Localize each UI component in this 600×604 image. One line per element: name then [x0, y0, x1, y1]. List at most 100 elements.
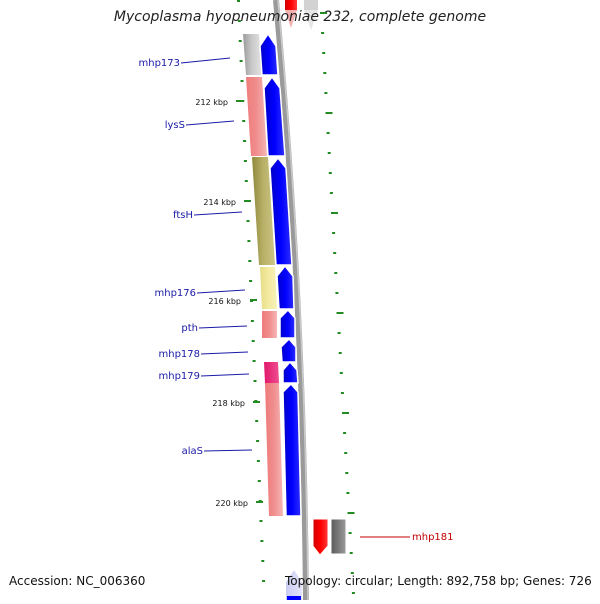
cds-arrow-mhp176	[276, 264, 295, 310]
minor-tick	[248, 260, 252, 262]
minor-tick	[241, 100, 245, 102]
minor-tick	[324, 92, 328, 94]
kbp-label-214: 214 kbp	[203, 198, 236, 207]
kbp-label-218: 218 kbp	[212, 399, 245, 408]
minor-tick	[237, 20, 241, 22]
minor-tick	[244, 180, 248, 182]
minor-tick	[247, 240, 251, 242]
minor-tick	[343, 432, 347, 434]
minor-tick	[242, 120, 246, 122]
leader-lysS	[185, 120, 235, 126]
minor-ticks	[237, 0, 355, 594]
leader-mhp178	[200, 351, 249, 355]
leader-mhp176	[196, 289, 246, 294]
gene-label-alaS: alaS	[182, 446, 203, 457]
cds-arrow-mhp178	[280, 337, 297, 363]
minor-tick	[262, 580, 266, 582]
minor-tick	[260, 540, 264, 542]
minor-tick	[254, 400, 258, 402]
top-partial-grey-arrowhead	[304, 10, 318, 30]
minor-tick	[349, 552, 353, 554]
minor-tick	[259, 520, 263, 522]
kbp-label-212: 212 kbp	[195, 98, 228, 107]
minor-tick	[238, 40, 242, 42]
major-tick-216	[250, 299, 257, 301]
major-tick	[320, 12, 327, 14]
kbp-label-216: 216 kbp	[208, 297, 241, 306]
minor-tick	[261, 560, 265, 562]
genome-summary-text: Topology: circular; Length: 892,758 bp; …	[285, 574, 592, 588]
major-tick	[336, 312, 344, 314]
leader-pth	[198, 325, 248, 329]
gene-label-mhp176: mhp176	[154, 288, 196, 299]
cds-arrow-mhp181	[312, 518, 329, 556]
top-partial-red-cds	[285, 0, 297, 10]
bottom-partial-cds	[286, 570, 302, 600]
cds-arrow-pth	[279, 308, 296, 339]
leader-alaS	[203, 449, 253, 452]
minor-tick	[253, 380, 257, 382]
minor-tick	[240, 80, 244, 82]
minor-tick	[332, 232, 336, 234]
genome-backbone-highlight	[277, 0, 309, 601]
gene-label-mhp179: mhp179	[158, 371, 200, 382]
feature-alaS-cog	[265, 383, 283, 516]
leader-ftsH	[193, 211, 243, 216]
cds-arrow-mhp179	[282, 360, 299, 384]
top-partial-grey-cds	[304, 0, 318, 10]
minor-tick	[345, 472, 349, 474]
gene-label-lysS: lysS	[165, 120, 185, 131]
minor-tick	[339, 372, 343, 374]
minor-tick	[243, 160, 247, 162]
minor-tick	[321, 32, 325, 34]
major-tick	[331, 212, 338, 214]
minor-tick	[337, 332, 341, 334]
gene-label-ftsH: ftsH	[173, 210, 193, 221]
minor-tick	[335, 292, 339, 294]
minor-tick	[333, 252, 337, 254]
gene-label-mhp178: mhp178	[158, 349, 200, 360]
minor-tick	[243, 140, 247, 142]
gene-label-mhp173: mhp173	[138, 58, 180, 69]
major-tick	[342, 412, 349, 414]
minor-tick	[250, 300, 253, 302]
minor-tick	[344, 452, 348, 454]
minor-tick	[334, 272, 338, 274]
minor-tick	[245, 200, 249, 202]
minor-tick	[348, 532, 352, 534]
minor-tick	[246, 220, 250, 222]
cds-arrow-mhp173	[259, 32, 279, 76]
accession-text: Accession: NC_006360	[9, 574, 146, 588]
minor-tick	[328, 172, 332, 174]
genome-backbone	[273, 0, 309, 601]
minor-tick	[249, 280, 253, 282]
minor-tick	[322, 52, 326, 54]
minor-tick	[326, 132, 330, 134]
gene-label-mhp181: mhp181	[412, 532, 454, 543]
minor-tick	[257, 480, 261, 482]
minor-tick	[237, 0, 240, 2]
feature-ftsH-cog	[252, 157, 275, 265]
feature-mhp179-cog	[264, 362, 279, 383]
feature-mhp173-cog	[243, 34, 262, 75]
minor-tick	[239, 60, 243, 62]
feature-pth-cog	[262, 311, 277, 338]
major-tick	[347, 512, 355, 514]
gene-label-pth: pth	[181, 323, 198, 334]
minor-tick	[351, 592, 355, 594]
minor-tick	[340, 392, 344, 394]
leader-mhp179	[200, 373, 250, 377]
feature-mhp181-cog	[330, 518, 347, 555]
minor-tick	[350, 572, 354, 574]
cds-arrow-ftsH	[269, 156, 293, 266]
major-tick-212	[236, 100, 243, 102]
cds-arrow-lysS	[263, 75, 286, 157]
major-tick	[325, 112, 333, 114]
minor-tick	[327, 152, 331, 154]
minor-tick	[250, 320, 254, 322]
feature-mhp176-cog	[260, 267, 277, 309]
minor-tick	[251, 340, 255, 342]
map-title: Mycoplasma hyopneumoniae 232, complete g…	[113, 9, 487, 25]
